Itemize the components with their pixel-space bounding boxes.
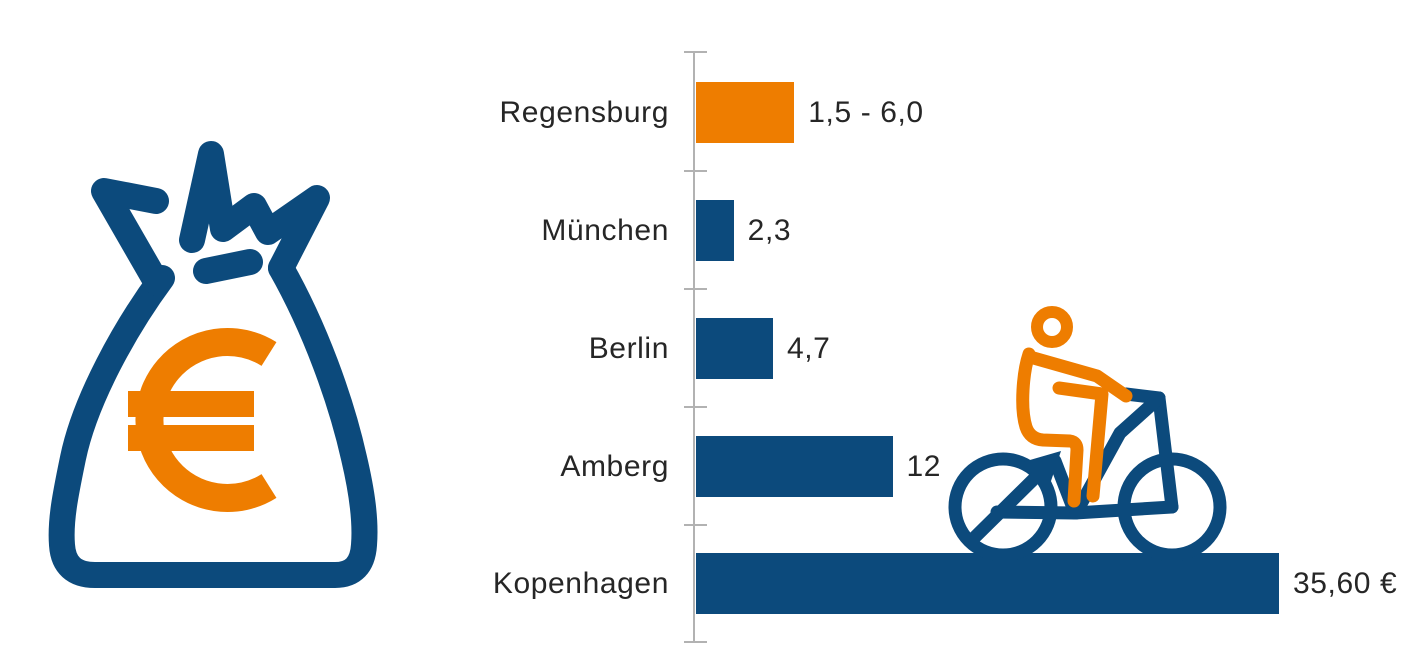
value-label: 12 bbox=[906, 449, 942, 483]
bar-berlin bbox=[696, 317, 773, 379]
value-label: 1,5 - 6,0 bbox=[808, 95, 924, 129]
chart-row: Kopenhagen 35,60 € bbox=[0, 552, 1428, 614]
value-label: 35,60 € bbox=[1292, 566, 1398, 600]
category-label: Berlin bbox=[588, 331, 669, 365]
axis-tick bbox=[684, 641, 707, 643]
bar-amberg bbox=[696, 435, 893, 497]
chart-row: Regensburg 1,5 - 6,0 bbox=[0, 81, 1428, 143]
bar-muenchen bbox=[696, 199, 734, 261]
axis-line bbox=[693, 52, 695, 643]
category-label: München bbox=[541, 213, 669, 247]
category-label: Amberg bbox=[560, 449, 669, 483]
value-label: 4,7 bbox=[786, 331, 831, 365]
value-label: 2,3 bbox=[747, 213, 792, 247]
chart-row: Amberg 12 bbox=[0, 435, 1428, 497]
category-label: Kopenhagen bbox=[492, 566, 669, 600]
bar-regensburg bbox=[696, 81, 795, 143]
bar-kopenhagen bbox=[696, 552, 1279, 614]
chart-row: Berlin 4,7 bbox=[0, 317, 1428, 379]
chart-row: München 2,3 bbox=[0, 199, 1428, 261]
axis-tick bbox=[684, 406, 707, 408]
category-label: Regensburg bbox=[499, 95, 669, 129]
axis-tick bbox=[684, 524, 707, 526]
axis-tick bbox=[684, 51, 707, 53]
axis-tick bbox=[684, 288, 707, 290]
axis-tick bbox=[684, 170, 707, 172]
